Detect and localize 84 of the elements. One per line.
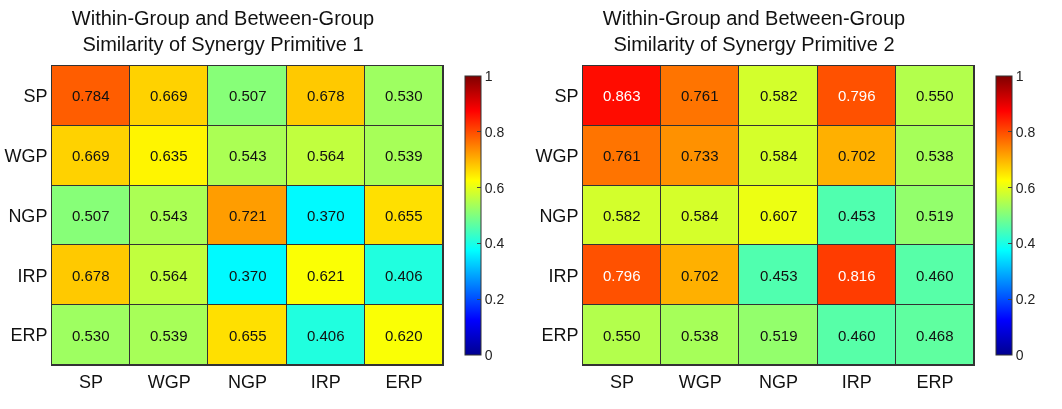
y-tick-label: IRP — [17, 265, 48, 286]
data-label: 0.678 — [307, 87, 345, 104]
x-tick-label: IRP — [841, 371, 872, 392]
y-tick-label: WGP — [4, 146, 48, 166]
data-label: 0.564 — [150, 267, 188, 284]
data-label: 0.702 — [838, 147, 876, 164]
x-tick-label: IRP — [310, 371, 341, 392]
data-label: 0.816 — [838, 267, 876, 284]
color-bar-label: 1 — [1015, 67, 1024, 84]
y-tick-label: ERP — [541, 325, 579, 346]
data-label: 0.453 — [838, 207, 876, 224]
data-label: 0.539 — [150, 327, 188, 344]
data-label: 0.655 — [385, 207, 423, 224]
y-tick-label: SP — [23, 86, 48, 107]
data-label: 0.370 — [307, 207, 345, 224]
data-label: 0.453 — [760, 267, 798, 284]
data-label: 0.863 — [603, 87, 641, 104]
color-bar-label: 0.6 — [484, 179, 505, 196]
x-tick-label: WGP — [147, 371, 191, 392]
data-label: 0.564 — [307, 147, 345, 164]
y-tick-label: NGP — [8, 205, 48, 226]
data-label: 0.507 — [72, 207, 110, 224]
data-label: 0.582 — [603, 207, 641, 224]
data-label: 0.796 — [838, 87, 876, 104]
data-label: 0.539 — [385, 147, 423, 164]
data-label: 0.761 — [681, 87, 719, 104]
data-label: 0.784 — [72, 87, 110, 104]
color-bar-label: 0.4 — [1015, 235, 1036, 252]
y-tick-label: WGP — [535, 146, 579, 166]
data-label: 0.721 — [229, 207, 267, 224]
data-label: 0.621 — [307, 267, 345, 284]
data-label: 0.468 — [916, 327, 954, 344]
data-label: 0.702 — [681, 267, 719, 284]
data-label: 0.543 — [150, 207, 188, 224]
data-label: 0.543 — [229, 147, 267, 164]
data-label: 0.519 — [760, 327, 798, 344]
y-tick-label: SP — [554, 86, 579, 107]
chart-title: Within-Group and Between-Group Similarity of Synergy Primitive 2 — [602, 6, 906, 55]
x-tick-label: ERP — [385, 371, 423, 392]
data-label: 0.733 — [681, 147, 719, 164]
y-tick-label: IRP — [548, 265, 579, 286]
y-tick-label: ERP — [10, 325, 48, 346]
data-label: 0.530 — [385, 87, 423, 104]
data-label: 0.761 — [603, 147, 641, 164]
color-bar-label: 0.8 — [1015, 123, 1036, 140]
color-bar-label: 0.2 — [484, 291, 505, 308]
x-tick-label: WGP — [678, 371, 722, 392]
data-label: 0.530 — [72, 327, 110, 344]
data-label: 0.507 — [229, 87, 267, 104]
chart-title: Within-Group and Between-Group Similarity of Synergy Primitive 1 — [71, 6, 375, 55]
color-bar-label: 0.2 — [1015, 291, 1036, 308]
color-bar-label: 0.6 — [1015, 179, 1036, 196]
x-tick-label: SP — [79, 371, 104, 392]
data-label: 0.460 — [916, 267, 954, 284]
data-label: 0.796 — [603, 267, 641, 284]
data-label: 0.550 — [603, 327, 641, 344]
y-tick-label: NGP — [539, 205, 579, 226]
data-label: 0.538 — [681, 327, 719, 344]
color-bar-label: 0.4 — [484, 235, 505, 252]
data-label: 0.460 — [838, 327, 876, 344]
data-label: 0.582 — [760, 87, 798, 104]
data-label: 0.669 — [150, 87, 188, 104]
data-label: 0.370 — [229, 267, 267, 284]
data-label: 0.406 — [307, 327, 345, 344]
data-label: 0.635 — [150, 147, 188, 164]
data-label: 0.678 — [72, 267, 110, 284]
data-label: 0.669 — [72, 147, 110, 164]
data-label: 0.655 — [229, 327, 267, 344]
x-tick-label: SP — [610, 371, 635, 392]
data-label: 0.538 — [916, 147, 954, 164]
color-bar-label: 0.8 — [484, 123, 505, 140]
data-label: 0.519 — [916, 207, 954, 224]
color-bar-label: 0 — [1015, 346, 1024, 363]
data-label: 0.620 — [385, 327, 423, 344]
data-label: 0.584 — [681, 207, 719, 224]
x-tick-label: NGP — [227, 371, 268, 392]
data-label: 0.584 — [760, 147, 798, 164]
data-label: 0.406 — [385, 267, 423, 284]
color-bar-label: 0 — [484, 346, 493, 363]
x-tick-label: ERP — [916, 371, 954, 392]
color-bar-label: 1 — [484, 67, 493, 84]
data-label: 0.607 — [760, 207, 798, 224]
x-tick-label: NGP — [758, 371, 799, 392]
data-label: 0.550 — [916, 87, 954, 104]
